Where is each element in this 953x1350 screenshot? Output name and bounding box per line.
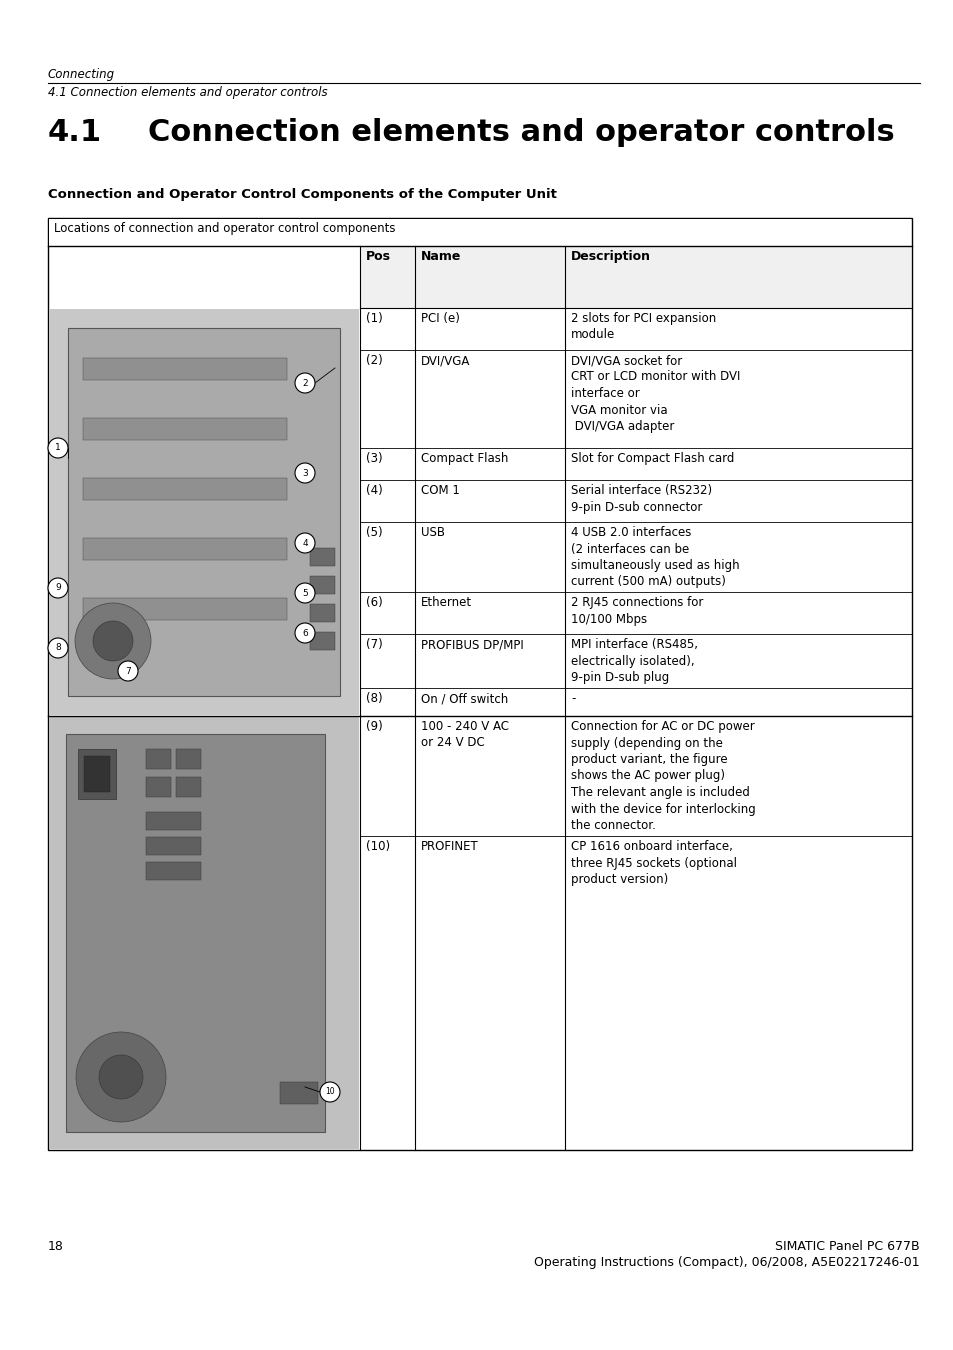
Circle shape [48,578,68,598]
Circle shape [294,583,314,603]
Text: SIMATIC Panel PC 677B: SIMATIC Panel PC 677B [775,1241,919,1253]
Text: 2: 2 [302,378,308,387]
Bar [146,811,201,830]
Text: CP 1616 onboard interface,
three RJ45 sockets (optional
product version): CP 1616 onboard interface, three RJ45 so… [571,840,737,886]
Bar [280,1081,317,1104]
Text: 3: 3 [302,468,308,478]
Text: Pos: Pos [366,250,391,263]
Text: 2 slots for PCI expansion
module: 2 slots for PCI expansion module [571,312,716,342]
Bar [146,863,201,880]
Text: (5): (5) [366,526,382,539]
Circle shape [319,1081,339,1102]
Circle shape [48,437,68,458]
Text: 1: 1 [55,444,61,452]
Text: Ethernet: Ethernet [420,595,472,609]
Text: Locations of connection and operator control components: Locations of connection and operator con… [54,221,395,235]
Text: DVI/VGA: DVI/VGA [420,354,470,367]
Text: (2): (2) [366,354,382,367]
Text: Connection for AC or DC power
supply (depending on the
product variant, the figu: Connection for AC or DC power supply (de… [571,720,755,832]
Bar [49,717,358,1149]
Text: MPI interface (RS485,
electrically isolated),
9-pin D-sub plug: MPI interface (RS485, electrically isola… [571,639,698,684]
Text: 5: 5 [302,589,308,598]
Bar [175,778,201,796]
Text: Description: Description [571,250,650,263]
Text: Serial interface (RS232)
9-pin D-sub connector: Serial interface (RS232) 9-pin D-sub con… [571,485,711,513]
Text: 4.1 Connection elements and operator controls: 4.1 Connection elements and operator con… [48,86,327,99]
Bar [49,309,358,716]
Circle shape [99,1054,143,1099]
Circle shape [294,373,314,393]
Text: 4: 4 [302,539,308,548]
Text: 18: 18 [48,1241,64,1253]
Bar [84,756,110,792]
Text: 8: 8 [55,644,61,652]
Text: PROFINET: PROFINET [420,840,478,853]
Bar [310,632,335,649]
Bar [175,749,201,770]
Text: 6: 6 [302,629,308,637]
Text: 2 RJ45 connections for
10/100 Mbps: 2 RJ45 connections for 10/100 Mbps [571,595,702,625]
Circle shape [48,639,68,657]
Text: (9): (9) [366,720,382,733]
Text: Connection elements and operator controls: Connection elements and operator control… [148,117,894,147]
Bar [83,598,287,620]
Bar [48,217,911,1150]
Bar [83,358,287,379]
Text: (8): (8) [366,693,382,705]
Bar [310,603,335,622]
Bar [146,778,171,796]
Text: 4.1: 4.1 [48,117,102,147]
Text: Operating Instructions (Compact), 06/2008, A5E02217246-01: Operating Instructions (Compact), 06/200… [534,1256,919,1269]
Bar [146,837,201,855]
Text: PROFIBUS DP/MPI: PROFIBUS DP/MPI [420,639,523,651]
Text: (10): (10) [366,840,390,853]
Circle shape [118,662,138,680]
Bar [310,576,335,594]
Text: (4): (4) [366,485,382,497]
Text: Name: Name [420,250,461,263]
Bar [83,418,287,440]
Bar [49,219,910,246]
Text: 4 USB 2.0 interfaces
(2 interfaces can be
simultaneously used as high
current (5: 4 USB 2.0 interfaces (2 interfaces can b… [571,526,739,589]
Text: (7): (7) [366,639,382,651]
Text: 7: 7 [125,667,131,675]
Bar [83,539,287,560]
Circle shape [294,622,314,643]
Circle shape [75,603,151,679]
Text: COM 1: COM 1 [420,485,459,497]
Text: Compact Flash: Compact Flash [420,452,508,464]
Bar [66,734,325,1133]
Text: Slot for Compact Flash card: Slot for Compact Flash card [571,452,734,464]
Text: 100 - 240 V AC
or 24 V DC: 100 - 240 V AC or 24 V DC [420,720,509,749]
Text: 10: 10 [325,1088,335,1096]
Circle shape [76,1031,166,1122]
Text: (3): (3) [366,452,382,464]
Text: (1): (1) [366,312,382,325]
Circle shape [294,463,314,483]
Bar [310,548,335,566]
Text: (6): (6) [366,595,382,609]
Text: Connecting: Connecting [48,68,115,81]
Text: PCI (e): PCI (e) [420,312,459,325]
Text: USB: USB [420,526,444,539]
Bar [146,749,171,770]
Circle shape [92,621,132,662]
Bar [68,328,339,697]
Text: -: - [571,693,575,705]
Bar [78,749,116,799]
Text: Connection and Operator Control Components of the Computer Unit: Connection and Operator Control Componen… [48,188,557,201]
Text: DVI/VGA socket for
CRT or LCD monitor with DVI
interface or
VGA monitor via
 DVI: DVI/VGA socket for CRT or LCD monitor wi… [571,354,740,433]
Circle shape [294,533,314,554]
Bar [83,478,287,500]
Text: On / Off switch: On / Off switch [420,693,508,705]
Text: 9: 9 [55,583,61,593]
Bar [360,247,910,308]
